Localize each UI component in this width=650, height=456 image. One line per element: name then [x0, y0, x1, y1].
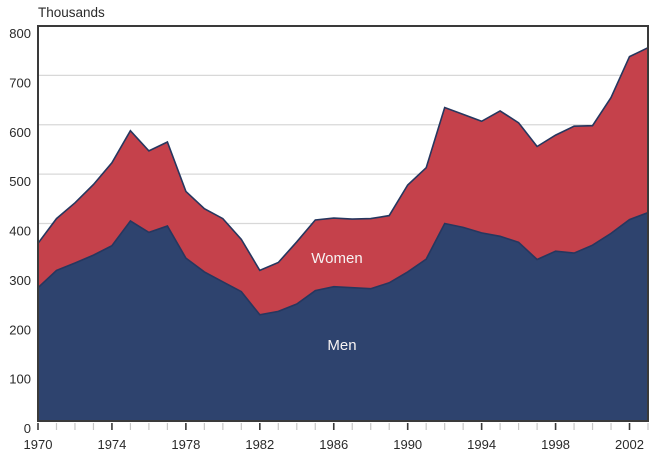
y-axis-tick-labels: 0 100 200 300 400 500 600 700 800 — [9, 26, 31, 436]
x-axis-tick-label: 1998 — [541, 437, 570, 452]
y-axis-tick-label: 600 — [9, 125, 31, 140]
y-axis-tick-label: 500 — [9, 174, 31, 189]
x-axis-tick-label: 1986 — [319, 437, 348, 452]
y-axis-tick-label: 700 — [9, 75, 31, 90]
y-axis-tick-label: 300 — [9, 273, 31, 288]
x-axis-tick-label: 1978 — [171, 437, 200, 452]
y-axis-tick-label: 100 — [9, 372, 31, 387]
total-boundary-line — [37, 46, 649, 272]
women-area — [38, 47, 648, 315]
men-area — [38, 212, 648, 421]
women-area-label: Women — [311, 250, 362, 267]
x-axis-ticks — [37, 423, 649, 430]
x-axis-tick-label: 1994 — [467, 437, 496, 452]
plot-border — [37, 25, 649, 422]
men-area-label: Men — [327, 337, 356, 354]
x-axis-tick-label: 2002 — [615, 437, 644, 452]
y-axis-tick-label: 200 — [9, 322, 31, 337]
y-axis-tick-label: 800 — [9, 26, 31, 41]
y-axis-tick-label: 400 — [9, 224, 31, 239]
x-axis-tick-label: 1970 — [24, 437, 53, 452]
x-axis-tick-label: 1974 — [97, 437, 126, 452]
plot-frame — [37, 25, 649, 422]
x-axis-tick-labels: 1970 1974 1978 1982 1986 1990 1994 1998 2002 — [24, 437, 644, 452]
y-axis-tick-label: 0 — [24, 421, 31, 436]
men-boundary-line — [37, 211, 649, 316]
x-axis-tick-label: 1990 — [393, 437, 422, 452]
y-axis-units-label: Thousands — [38, 5, 105, 20]
area-series — [37, 46, 649, 421]
x-axis-tick-label: 1982 — [245, 437, 274, 452]
